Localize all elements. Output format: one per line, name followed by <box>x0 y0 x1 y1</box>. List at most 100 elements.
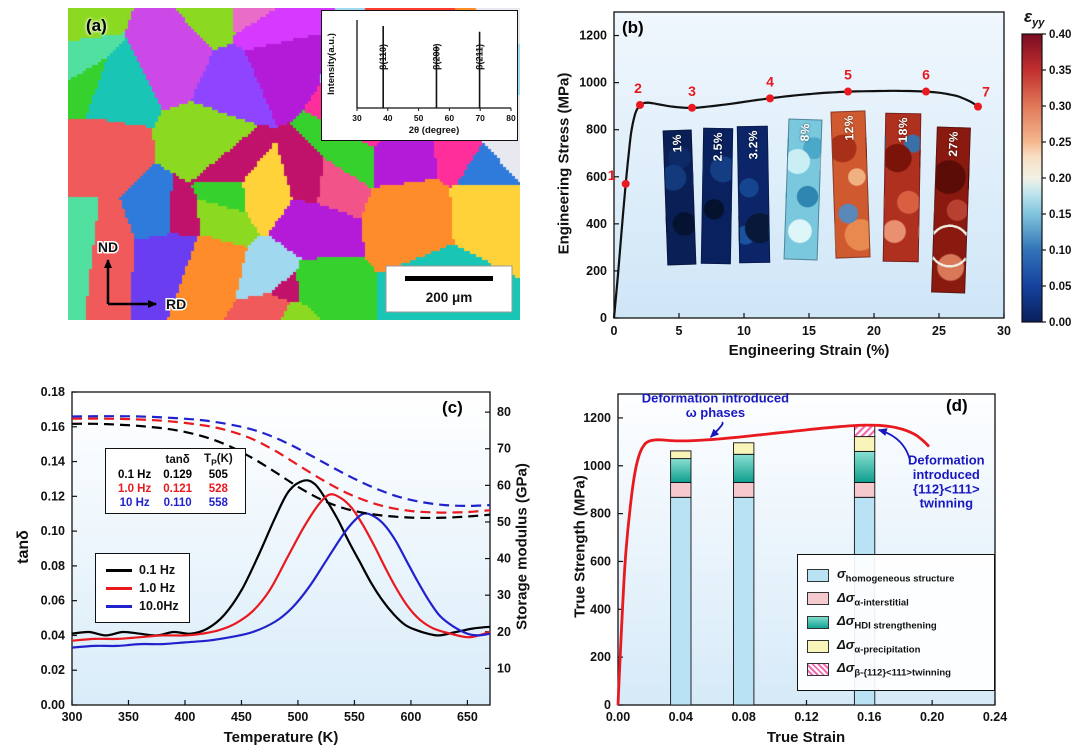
strain-colorbar: 0.00 0.05 0.10 0.15 0.20 0.25 0.30 0.35 0.40 εyy <box>1016 2 1080 370</box>
annotation-text: {112}<111> <box>913 481 980 496</box>
legend-label: 0.1 Hz <box>139 563 176 577</box>
annotation-text: Deformation introduced <box>642 390 789 405</box>
colorbar-tick-label: 0.20 <box>1049 173 1071 185</box>
tan-delta-peak-table: tanδ TP(K) 0.1 Hz 0.129 505 1.0 Hz 0.121 528 10 … <box>105 448 246 515</box>
dic-strain-map-12%: 12% <box>830 110 871 260</box>
table-cell: 0.1 Hz <box>118 469 152 482</box>
legend-subscript: α-interstitial <box>854 597 909 609</box>
bar3-segment-hdi <box>853 450 876 483</box>
strain-map-label: 3.2% <box>744 129 760 159</box>
dic-strain-map-1%: 1% <box>662 129 696 266</box>
left-y-tick-label: 0.08 <box>41 559 65 573</box>
x-tick-label: 400 <box>175 710 196 724</box>
table-cell: 528 <box>208 483 228 496</box>
right-y-tick-label: 20 <box>497 625 511 639</box>
annotation-text: Deformation <box>908 453 985 468</box>
x-tick-label: 0.00 <box>606 710 630 724</box>
table-row: 0.1 Hz 0.129 505 <box>112 468 239 482</box>
colorbar-tick-label: 0.25 <box>1049 137 1072 149</box>
table-header: TP(K) <box>204 453 233 468</box>
colorbar-title: εyy <box>1024 7 1045 29</box>
bar1-segment-homogeneous <box>670 496 692 706</box>
xrd-tick-label: 70 <box>475 113 485 123</box>
xrd-tick-label: 80 <box>506 113 516 123</box>
table-header: tanδ <box>165 454 190 467</box>
table-cell: 505 <box>208 469 228 482</box>
xrd-tick-label: 50 <box>414 113 424 123</box>
panel-d-label: (d) <box>946 396 968 415</box>
left-y-tick-label: 0.16 <box>41 420 65 434</box>
colorbar-tick-label: 0.15 <box>1049 209 1072 221</box>
xrd-tick-label: 30 <box>352 113 362 123</box>
x-tick-label: 450 <box>231 710 252 724</box>
colorbar-tick-label: 0.05 <box>1049 281 1072 293</box>
table-cell: 1.0 Hz <box>118 483 152 496</box>
strain-map-label: 12% <box>841 115 857 142</box>
xrd-peak-label: β(211) <box>475 44 485 70</box>
legend-item-homogeneous: σhomogeneous structure <box>807 566 985 585</box>
legend-item: 1.0 Hz <box>106 581 179 595</box>
legend-label: 10.0Hz <box>139 599 179 613</box>
annotation-text: introduced <box>913 467 980 482</box>
legend-label: 1.0 Hz <box>139 581 176 595</box>
point-number: 3 <box>688 83 696 99</box>
stress-strain-curve <box>612 89 979 319</box>
colorbar-tick-label: 0.10 <box>1049 245 1071 257</box>
left-y-tick-label: 0.14 <box>41 455 65 469</box>
y-tick-label: 1000 <box>583 459 611 473</box>
table-header-row: tanδ TP(K) <box>112 452 239 468</box>
xrd-tick-label: 60 <box>445 113 455 123</box>
bar3-segment-interstitial <box>853 482 876 498</box>
table-row: 1.0 Hz 0.121 528 <box>112 482 239 496</box>
xrd-x-axis-title: 2θ (degree) <box>409 125 460 136</box>
legend-label: ΔσHDI strengthening <box>837 613 937 632</box>
frequency-legend: 0.1 Hz 1.0 Hz 10.0Hz <box>95 553 190 623</box>
marked-point-7 <box>974 102 982 111</box>
panel-b-x-axis-title: Engineering Strain (%) <box>728 342 890 359</box>
legend-item-precipitation: Δσα-precipitation <box>807 637 985 655</box>
legend-swatch-interstitial <box>807 592 829 606</box>
legend-item: 0.1 Hz <box>106 563 179 577</box>
x-tick-label: 0 <box>611 324 618 338</box>
left-y-tick-label: 0.12 <box>41 489 65 503</box>
xrd-inset: 30 40 50 60 70 80 2θ (degree) Intensity(a.u.) β(… <box>321 10 518 141</box>
table-cell: 0.110 <box>163 497 192 510</box>
dic-strain-map-8%: 8% <box>783 118 822 261</box>
legend-item: 10.0Hz <box>106 599 179 613</box>
x-tick-label: 0.04 <box>669 710 693 724</box>
panel-d-y-axis-title: True Strength (MPa) <box>571 475 589 618</box>
marked-point-5 <box>844 87 852 96</box>
panel-c-left-axis-title: tanδ <box>15 530 32 564</box>
true-stress-strain-curve <box>616 423 931 706</box>
y-tick-label: 400 <box>586 217 607 231</box>
legend-item-interstitial: Δσα-interstitial <box>807 590 985 609</box>
x-tick-label: 10 <box>737 324 751 338</box>
bar3-segment-twinning <box>853 424 876 438</box>
strain-map-label: 18% <box>896 116 911 143</box>
nd-label: ND <box>98 239 118 255</box>
marked-point-4 <box>766 94 774 103</box>
x-tick-label: 500 <box>288 710 309 724</box>
rd-label: RD <box>166 296 186 312</box>
annotation-arrow <box>709 421 724 438</box>
table-cell: 558 <box>208 497 228 510</box>
series-1-0-hz-storage-modulus <box>71 417 491 514</box>
xrd-peak-label: β(110) <box>378 44 388 70</box>
panel-c-label: (c) <box>442 398 463 417</box>
bar3-segment-precipitation <box>853 436 876 452</box>
x-tick-label: 300 <box>62 710 83 724</box>
left-y-tick-label: 0.18 <box>41 385 65 399</box>
right-y-tick-label: 70 <box>497 442 511 456</box>
right-y-tick-label: 40 <box>497 552 511 566</box>
left-y-tick-label: 0.04 <box>41 628 65 642</box>
y-tick-label: 1200 <box>583 411 611 425</box>
strength-contributions-legend: σhomogeneous structure Δσα-interstitial Δσ… <box>797 554 995 691</box>
x-tick-label: 650 <box>457 710 478 724</box>
legend-label: σhomogeneous structure <box>837 566 954 585</box>
left-y-tick-label: 0.02 <box>41 663 65 677</box>
right-y-tick-label: 30 <box>497 588 511 602</box>
y-tick-label: 200 <box>586 264 607 278</box>
y-tick-label: 0 <box>600 311 607 325</box>
legend-label: Δσβ-{112}<111>twinning <box>837 660 951 679</box>
